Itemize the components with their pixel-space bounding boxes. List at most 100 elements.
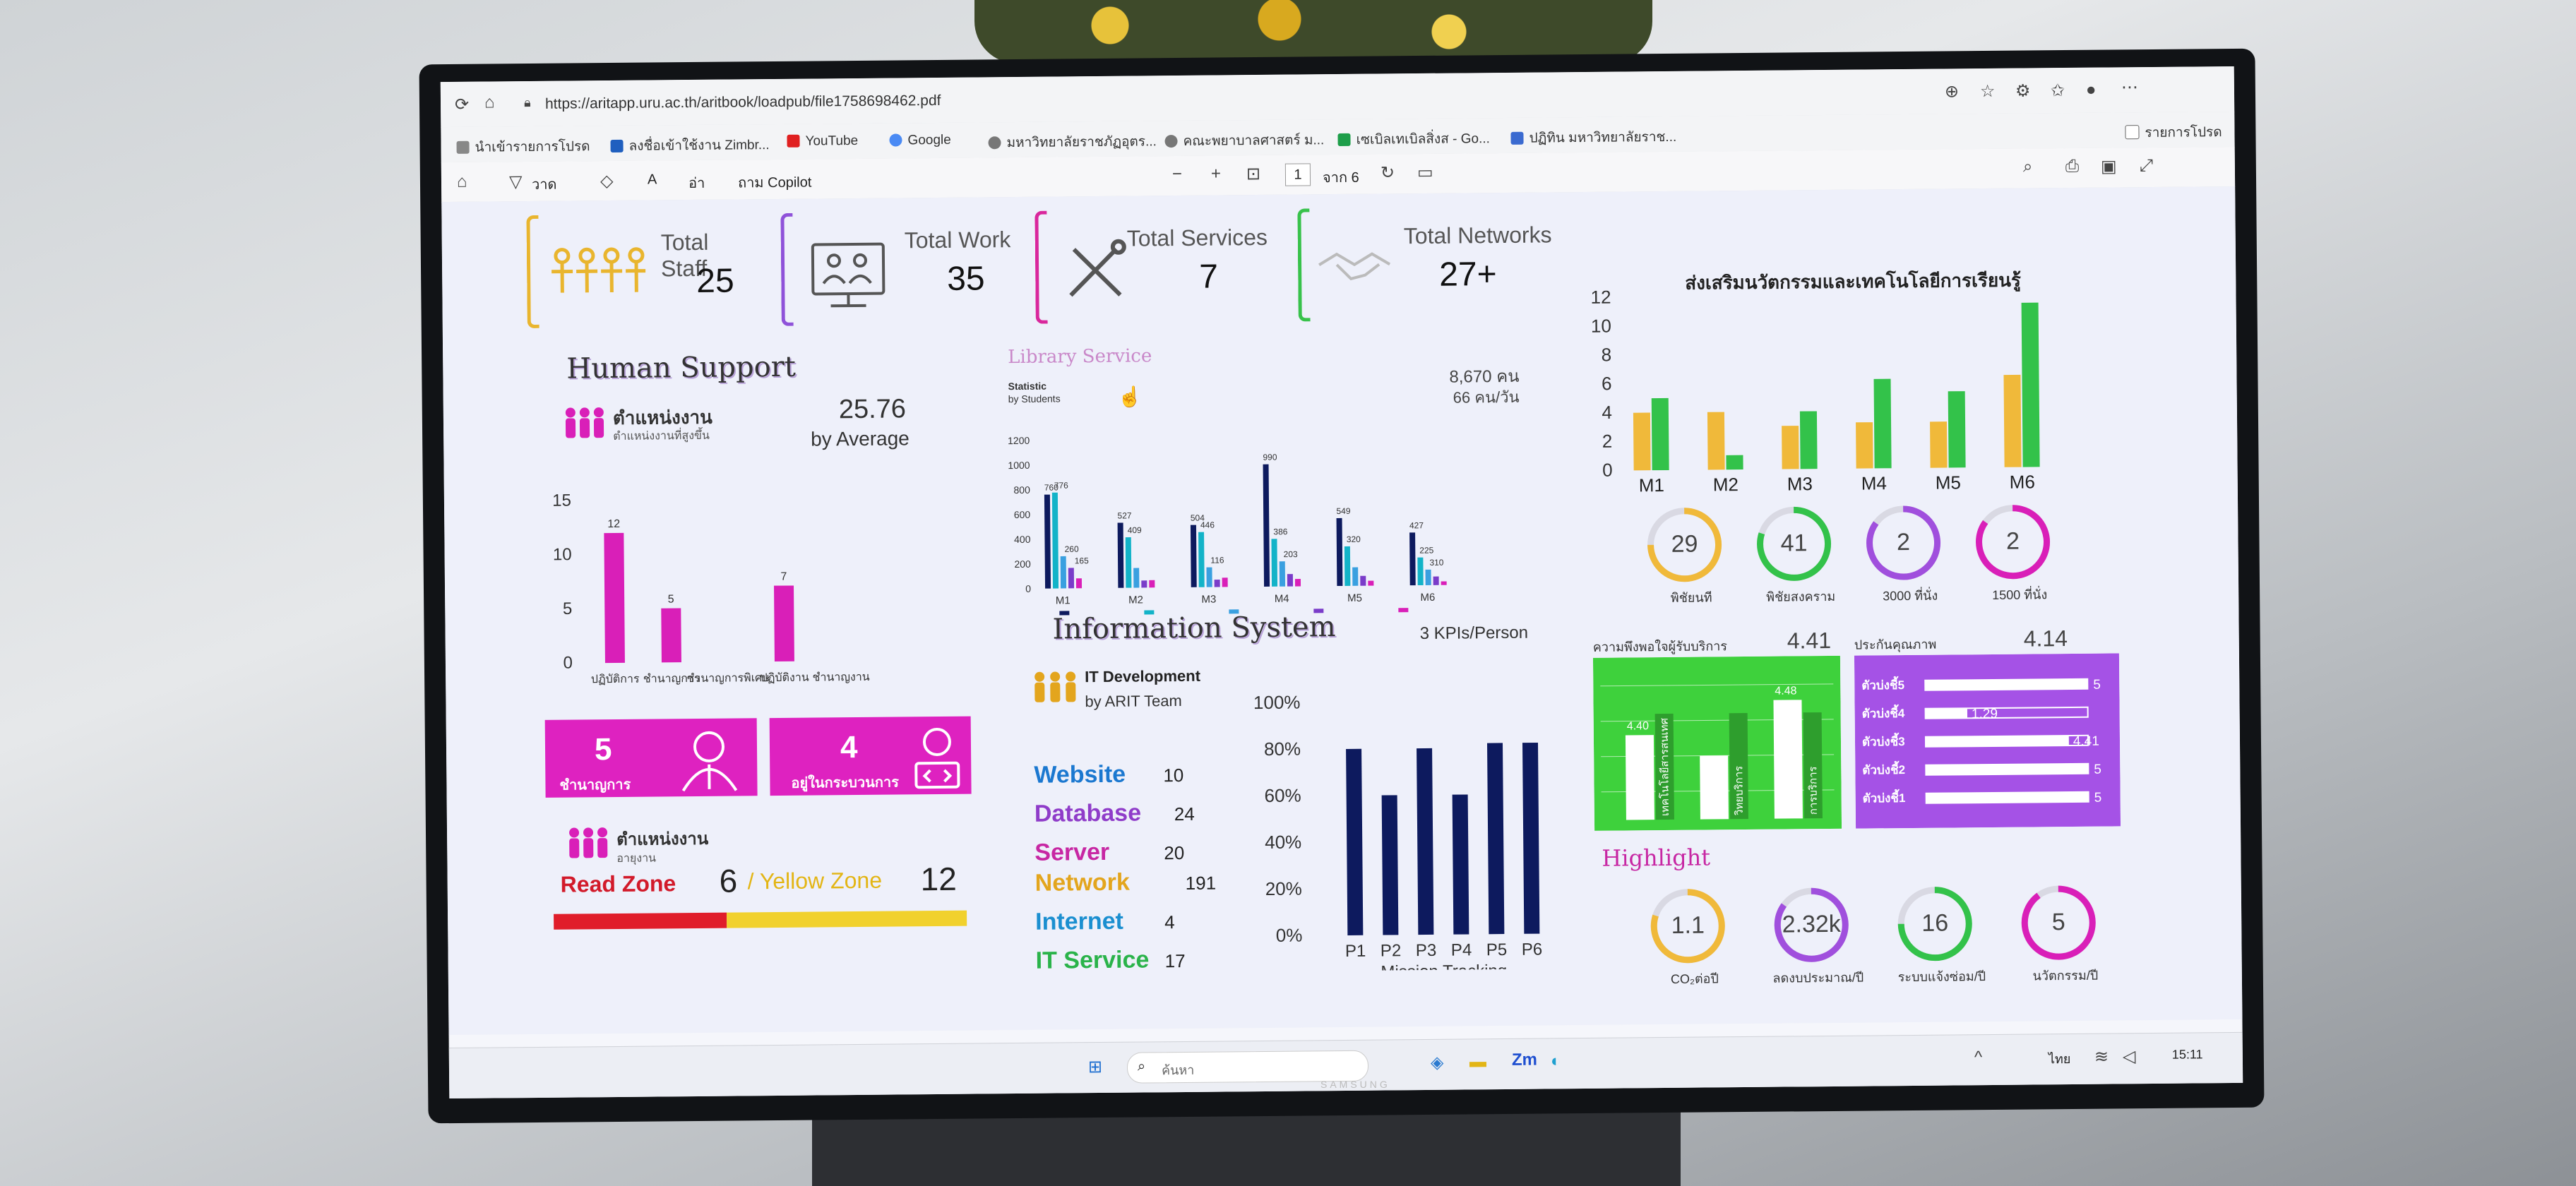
gauge-ring [2021, 885, 2096, 960]
tenure-title: ตำแหน่งงาน [616, 829, 709, 849]
wifi-icon[interactable]: ≋ [2094, 1047, 2109, 1067]
zoom-in-icon[interactable]: + [1210, 164, 1222, 184]
bar [1433, 576, 1439, 585]
bar [1206, 567, 1212, 587]
bookmark-item[interactable]: คณะพยาบาลศาสตร์ ม... [1164, 129, 1324, 152]
highlight-gauges: 1.1 CO₂ต่อปี 2.32k ลดงบประมาณ/ปี 16 ระบบแจ้งซ… [441, 186, 2235, 986]
x-tick-label: P3 [1416, 941, 1437, 960]
copilot-icon[interactable]: ◈ [1430, 1053, 1444, 1072]
more-icon[interactable]: ⋯ [2121, 78, 2139, 97]
bookmark-item[interactable]: ปฏิทิน มหาวิทยาลัยราช... [1510, 126, 1676, 149]
draw-button[interactable]: วาด [531, 176, 557, 193]
page-view-icon[interactable]: ▭ [1417, 162, 1433, 183]
edge-browser-icon[interactable]: ◐ [1550, 1051, 1561, 1071]
gauge-ring [1897, 887, 1972, 962]
rotate-icon[interactable]: ↻ [1380, 163, 1395, 183]
page-input[interactable]: 1 [1284, 163, 1311, 186]
bookmark-item[interactable]: Google [889, 133, 951, 149]
kpi-value: 7 [1198, 258, 1219, 296]
category-label: ตัวบ่งชี้3 [1862, 732, 1905, 749]
bar [1352, 567, 1359, 586]
zoom-out-icon[interactable]: − [1171, 164, 1183, 184]
data-label: 427 [1409, 520, 1424, 530]
profile-icon[interactable]: ● [2085, 80, 2097, 100]
text-button[interactable]: A [647, 172, 657, 188]
tray-chevron-icon[interactable]: ^ [1974, 1048, 1983, 1067]
favorites-icon[interactable]: ✩ [2050, 81, 2065, 101]
category-label: ตัวบ่งชี้4 [1862, 704, 1905, 721]
fit-page-icon[interactable]: ⊡ [1246, 164, 1261, 184]
library-stat-label: Statistic [1008, 380, 1047, 393]
monitor-meeting-icon [811, 242, 886, 308]
bar [1417, 748, 1434, 935]
zoom-app-icon[interactable]: Zm [1511, 1050, 1538, 1070]
yellow-zone-value: 12 [920, 860, 958, 898]
data-label: 4.41 [2073, 734, 2099, 749]
data-label: 165 [1075, 556, 1089, 565]
tools-icon [1069, 239, 1126, 297]
x-tick-label: M3 [1201, 594, 1216, 606]
search-icon[interactable]: ⌕ [2022, 157, 2033, 176]
bookmark-item[interactable]: ลงชื่อเข้าใช้งาน Zimbr... [610, 134, 770, 157]
read-aloud-button[interactable]: อ่า [688, 175, 705, 192]
gauge-arc [1757, 506, 1832, 581]
gauge: 2 3000 ที่นั่ง [1864, 503, 1943, 611]
y-tick-label: 100% [1253, 692, 1301, 714]
bar [1125, 537, 1132, 588]
staff-icon [551, 247, 646, 293]
save-icon[interactable]: ▣ [2100, 157, 2117, 176]
data-label: 7 [780, 571, 787, 583]
y-tick-label: 600 [1014, 509, 1031, 520]
file-explorer-icon[interactable]: ▬ [1469, 1052, 1487, 1072]
bookmark-item[interactable]: นำเข้ารายการโปรด [456, 136, 590, 158]
bookmark-folder-favorites[interactable]: รายการโปรด [2125, 121, 2222, 143]
highlight-icon[interactable]: ⌂ [456, 172, 467, 191]
bookmark-item[interactable]: YouTube [787, 133, 858, 150]
bookmark-item[interactable]: มหาวิทยาลัยราชภัฏอุตร... [988, 131, 1157, 153]
url-text[interactable]: https://aritapp.uru.ac.th/aritbook/loadp… [544, 92, 941, 112]
system-count: 17 [1164, 950, 1186, 972]
bar [1930, 421, 1948, 468]
draw-icon[interactable]: ▽ [508, 172, 523, 192]
fullscreen-icon[interactable]: ⤢ [2139, 155, 2154, 176]
position-subtitle: ตำแหน่งงานที่สูงขึ้น [613, 429, 710, 443]
data-label: 5 [2094, 791, 2102, 805]
satisfaction-value: 4.41 [1787, 627, 1832, 654]
bar [1287, 574, 1294, 587]
dashboard-page: Total Staff 25 Total Work 35 Total Servi… [441, 186, 2243, 1036]
zoom-icon[interactable]: ⊕ [1944, 82, 1960, 102]
satisfaction-title: ความพึงพอใจผู้รับบริการ [1592, 639, 1728, 654]
extensions-icon[interactable]: ⚙ [2015, 81, 2031, 101]
lock-icon: 🔒︎ [523, 95, 531, 110]
category-band [1654, 713, 1674, 820]
x-tick-label: M4 [1275, 593, 1289, 605]
system-name: Network [1034, 868, 1131, 897]
eraser-icon[interactable]: ◇ [600, 171, 614, 191]
gauge: 1.1 CO₂ต่อปี [1648, 886, 1728, 994]
bar [1368, 580, 1374, 586]
windows-start-icon[interactable]: ⊞ [1087, 1057, 1103, 1077]
bar [1452, 794, 1469, 935]
data-label: 1.29 [1972, 707, 1998, 721]
ask-copilot-button[interactable]: ถาม Copilot [737, 174, 812, 191]
tenure-subtitle: อายุงาน [616, 852, 657, 865]
highlight-title: Highlight [1602, 844, 1711, 872]
refresh-icon[interactable]: ⟳ [454, 95, 470, 114]
gauge-arc [2021, 885, 2096, 960]
category-label: เทคโนโลยีสารสนเทศ [1658, 717, 1671, 816]
home-icon[interactable]: ⌂ [484, 92, 495, 112]
library-per-day: 66 คน/วัน [1453, 388, 1520, 407]
gauge: 2 1500 ที่นั่ง [1973, 502, 2053, 610]
bar [1068, 568, 1075, 589]
favorite-star-icon[interactable]: ☆ [1979, 81, 1996, 102]
print-icon[interactable]: ⎙ [2065, 156, 2080, 176]
clock[interactable]: 15:11 [2171, 1047, 2203, 1062]
bar [1279, 561, 1286, 587]
bookmark-item[interactable]: เซเบิลเทเบิลสิ่งส - Go... [1337, 128, 1490, 150]
language-indicator[interactable]: ไทย [2048, 1052, 2071, 1067]
y-tick-label: 0% [1276, 925, 1303, 946]
bar [1707, 412, 1725, 470]
red-zone-value: 6 [719, 862, 738, 899]
search-placeholder: ค้นหา [1161, 1062, 1195, 1078]
volume-icon[interactable]: ◁ [2122, 1047, 2136, 1067]
